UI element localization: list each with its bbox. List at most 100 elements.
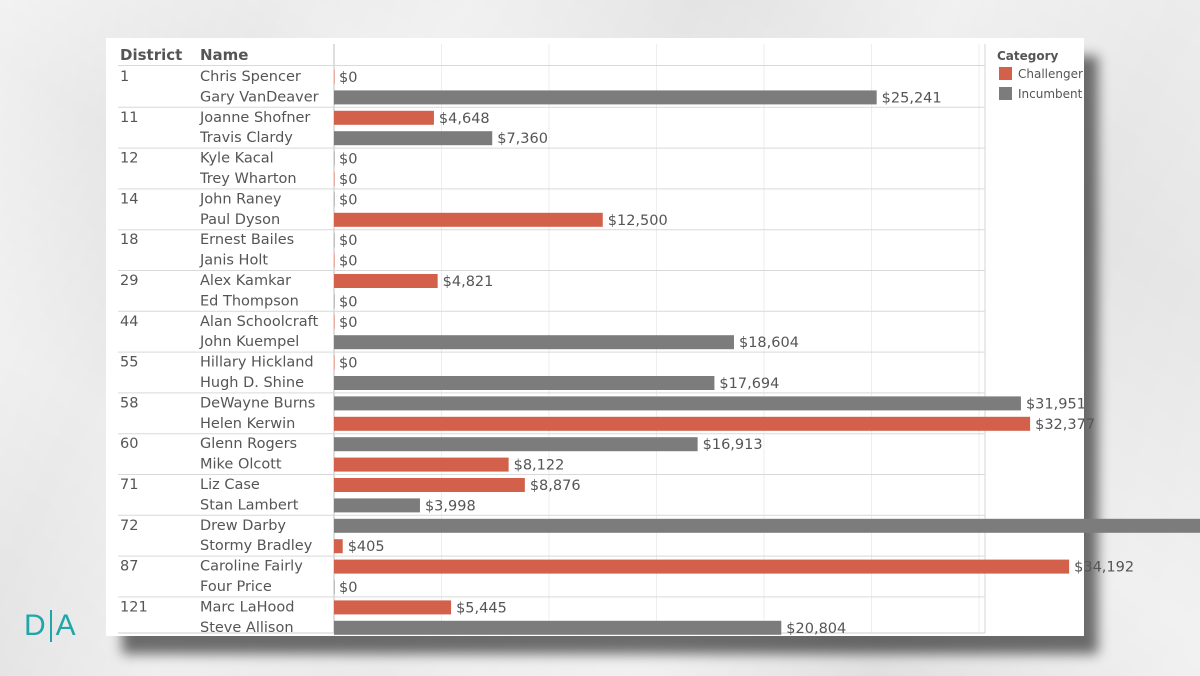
value-label: $31,951 xyxy=(1026,396,1086,412)
bar-incumbent xyxy=(334,376,714,390)
candidate-name: Stan Lambert xyxy=(200,497,299,513)
district-group: 1 Chris Spencer $0 Gary VanDeaver $25,241 xyxy=(120,69,942,106)
legend-label-challenger: Challenger xyxy=(1018,67,1083,81)
bar-incumbent xyxy=(334,152,335,166)
candidate-name: Alex Kamkar xyxy=(200,273,291,289)
bar-challenger xyxy=(334,356,335,370)
bar-challenger xyxy=(334,213,603,227)
district-label: 60 xyxy=(120,436,138,452)
bar-incumbent xyxy=(334,498,420,512)
logo-divider xyxy=(50,610,52,642)
value-label: $0 xyxy=(339,192,357,208)
value-label: $5,445 xyxy=(456,600,507,616)
value-label: $0 xyxy=(339,233,357,249)
logo-letter-d: D xyxy=(24,606,46,646)
district-group: 87 Caroline Fairly $34,192 Four Price $0 xyxy=(118,556,1134,596)
value-label: $4,648 xyxy=(439,111,490,127)
candidate-name: Ed Thompson xyxy=(200,293,299,309)
bar-challenger xyxy=(334,539,343,553)
bar-challenger xyxy=(334,254,335,268)
value-label: $405 xyxy=(348,539,385,555)
value-label: $32,377 xyxy=(1035,417,1095,433)
bar-incumbent xyxy=(334,437,698,451)
candidate-name: Caroline Fairly xyxy=(200,559,303,575)
district-column-header: District xyxy=(120,46,182,64)
legend-swatch-incumbent xyxy=(999,87,1012,100)
bar-incumbent xyxy=(334,621,781,635)
district-label: 12 xyxy=(120,151,138,167)
bar-challenger xyxy=(334,315,335,329)
value-label: $7,360 xyxy=(497,131,548,147)
bar-incumbent xyxy=(334,131,492,145)
bar-incumbent xyxy=(334,396,1021,410)
bar-incumbent xyxy=(334,580,335,594)
bar-challenger xyxy=(334,274,438,288)
value-label: $12,500 xyxy=(608,213,668,229)
value-label: $0 xyxy=(339,254,357,270)
candidate-name: Mike Olcott xyxy=(200,457,282,473)
value-label: $8,876 xyxy=(530,478,581,494)
value-label: $0 xyxy=(339,172,357,188)
value-label: $0 xyxy=(339,356,357,372)
bar-challenger xyxy=(334,172,335,186)
candidate-name: Hugh D. Shine xyxy=(200,375,304,391)
bar-incumbent xyxy=(334,192,335,206)
district-group: 71 Liz Case $8,876 Stan Lambert $3,998 xyxy=(118,475,985,515)
value-label: $16,913 xyxy=(703,437,763,453)
district-label: 71 xyxy=(120,477,138,493)
value-label: $3,998 xyxy=(425,498,476,514)
district-group: 11 Joanne Shofner $4,648 Travis Clardy $7,36… xyxy=(118,107,985,147)
candidate-name: Janis Holt xyxy=(199,253,268,269)
district-label: 55 xyxy=(120,355,138,371)
candidate-name: Kyle Kacal xyxy=(200,151,274,167)
candidate-name: Gary VanDeaver xyxy=(200,89,319,105)
value-label: $0 xyxy=(339,70,357,86)
candidate-name: Liz Case xyxy=(200,477,260,493)
value-label: $0 xyxy=(339,315,357,331)
candidate-name: Helen Kerwin xyxy=(200,416,295,432)
candidate-name: Steve Allison xyxy=(200,620,294,636)
legend: Category Challenger Incumbent xyxy=(997,49,1083,101)
district-label: 11 xyxy=(120,110,138,126)
bar-challenger xyxy=(334,70,335,84)
district-group: 55 Hillary Hickland $0 Hugh D. Shine $17,694 xyxy=(118,352,985,392)
candidate-name: Paul Dyson xyxy=(200,212,280,228)
value-label: $34,192 xyxy=(1074,560,1134,576)
legend-label-incumbent: Incumbent xyxy=(1018,87,1083,101)
district-group: 18 Ernest Bailes $0 Janis Holt $0 xyxy=(118,230,985,270)
district-group: 12 Kyle Kacal $0 Trey Wharton $0 xyxy=(118,148,985,188)
district-group: 60 Glenn Rogers $16,913 Mike Olcott $8,122 xyxy=(118,434,985,474)
da-logo: D A xyxy=(24,606,76,646)
district-label: 14 xyxy=(120,191,138,207)
legend-swatch-challenger xyxy=(999,67,1012,80)
candidate-name: Trey Wharton xyxy=(199,171,297,187)
bar-challenger xyxy=(334,478,525,492)
chart-rows: 1 Chris Spencer $0 Gary VanDeaver $25,241 11 J… xyxy=(118,69,1200,637)
candidate-name: Ernest Bailes xyxy=(200,232,294,248)
district-group: 58 DeWayne Burns $31,951 Helen Kerwin $32,37… xyxy=(118,393,1095,433)
candidate-name: John Raney xyxy=(199,191,282,207)
value-label: $0 xyxy=(339,294,357,310)
district-group: 44 Alan Schoolcraft $0 John Kuempel $18,604 xyxy=(118,311,985,351)
candidate-name: Stormy Bradley xyxy=(200,538,313,554)
candidate-name: DeWayne Burns xyxy=(200,395,315,411)
candidate-name: Glenn Rogers xyxy=(200,436,297,452)
legend-title: Category xyxy=(997,49,1059,63)
logo-letter-a: A xyxy=(56,606,76,646)
name-column-header: Name xyxy=(200,46,248,64)
bar-challenger xyxy=(334,560,1069,574)
candidate-name: Marc LaHood xyxy=(200,599,294,615)
value-label: $17,694 xyxy=(719,376,779,392)
bar-challenger xyxy=(334,458,509,472)
candidate-name: Joanne Shofner xyxy=(199,110,310,126)
district-label: 58 xyxy=(120,395,138,411)
district-label: 72 xyxy=(120,518,138,534)
district-label: 44 xyxy=(120,314,138,330)
district-group: 121 Marc LaHood $5,445 Steve Allison $20,804 xyxy=(118,597,985,637)
column-header: District Name xyxy=(120,46,248,64)
bar-incumbent xyxy=(334,90,877,104)
district-label: 1 xyxy=(120,69,129,85)
value-label: $0 xyxy=(339,580,357,596)
